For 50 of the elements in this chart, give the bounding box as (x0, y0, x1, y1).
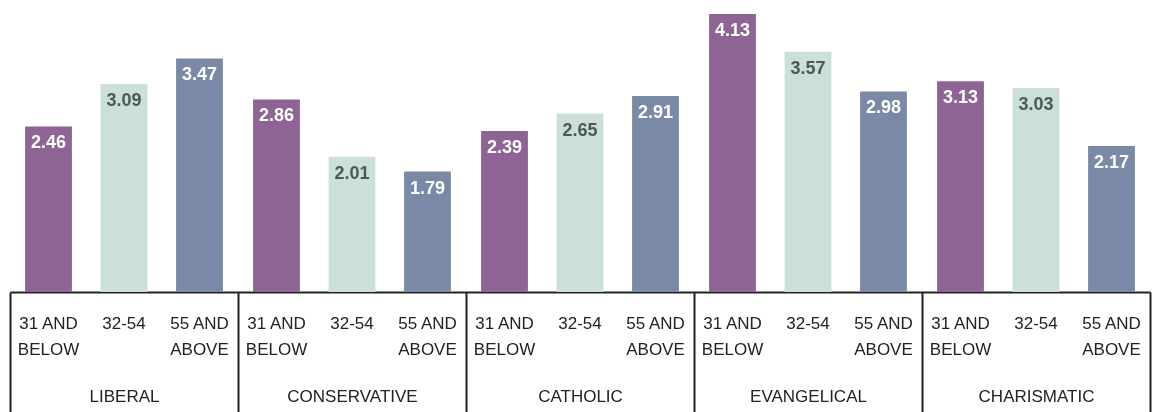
data-label: 1.79 (409, 177, 446, 198)
bar (253, 99, 300, 292)
x-tick-label: CATHOLIC (538, 386, 623, 406)
data-label: 2.17 (1093, 151, 1130, 172)
data-label: 3.03 (1018, 94, 1054, 115)
series-label: 31 AND BELOW (245, 314, 308, 359)
bar (860, 91, 907, 292)
data-label: 3.47 (181, 64, 218, 85)
text: 31 AND BELOW (473, 314, 536, 359)
bar (1088, 145, 1135, 292)
data-label: 3.09 (106, 90, 142, 110)
data-label: 4.13 (714, 20, 751, 40)
data-label: 2.65 (562, 119, 598, 140)
text: 32-54 (786, 314, 830, 333)
text: 31 AND BELOW (17, 314, 80, 359)
x-tick-label: CONSERVATIVE (287, 386, 418, 406)
bar (100, 84, 148, 292)
text: 32-54 (558, 314, 602, 333)
bar (709, 14, 756, 292)
text: 31 AND BELOW (701, 314, 764, 359)
bar (556, 113, 604, 292)
x-tick-label: CHARISMATIC (978, 386, 1095, 406)
bar (328, 156, 376, 292)
text: 55 AND ABOVE (854, 314, 913, 359)
bar (784, 51, 832, 292)
text: 55 AND ABOVE (170, 314, 229, 359)
data-label: 2.46 (30, 132, 67, 153)
bar (481, 131, 528, 292)
text: 32-54 (1014, 314, 1058, 333)
x-tick-label: LIBERAL (89, 386, 160, 406)
bar (404, 171, 451, 292)
data-label: 2.01 (334, 162, 370, 183)
bar (25, 126, 72, 292)
text: 55 AND ABOVE (626, 314, 685, 359)
data-label: 2.39 (486, 137, 523, 158)
text: 31 AND BELOW (929, 314, 992, 359)
data-label: 3.13 (942, 87, 979, 108)
bar (1012, 88, 1060, 292)
bar (937, 81, 984, 292)
series-label: 55 AND ABOVE (1082, 314, 1141, 359)
text: 55 AND ABOVE (398, 314, 457, 359)
series-label: 32-54 (102, 314, 146, 333)
data-label: 3.57 (790, 57, 826, 78)
data-label: 2.86 (258, 105, 295, 126)
data-label: 2.91 (637, 102, 674, 123)
data-label: 2.98 (865, 97, 902, 118)
bar (632, 96, 679, 292)
x-tick-label: EVANGELICAL (750, 386, 867, 406)
bar (176, 58, 223, 292)
text: 32-54 (330, 314, 374, 333)
